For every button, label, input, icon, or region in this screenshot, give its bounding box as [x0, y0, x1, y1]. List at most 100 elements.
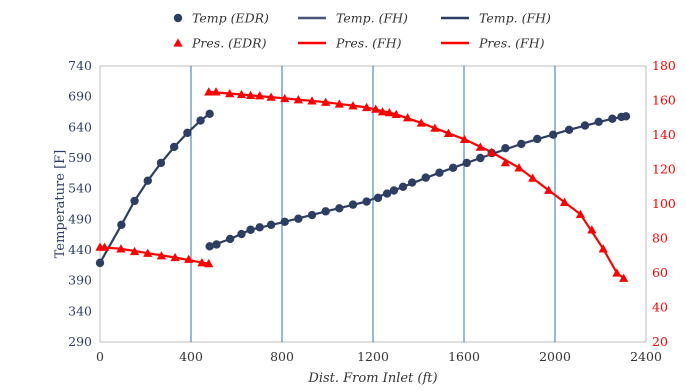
x-tick-label: 400 — [179, 349, 203, 364]
temp-edr-point — [307, 210, 317, 220]
pres-edr-point — [236, 89, 247, 99]
grid-layer — [99, 65, 647, 343]
y-tick-label: 690 — [68, 89, 92, 104]
legend-label: Pres. (EDR) — [191, 36, 267, 51]
x-tick-label: 1200 — [357, 349, 389, 364]
temp-edr-point — [246, 225, 255, 234]
temp-edr-point — [580, 121, 590, 130]
temp-edr-point — [95, 258, 105, 268]
x-tick-label: 0 — [96, 349, 104, 364]
pres-edr-point — [377, 107, 388, 116]
pres-edr-point — [475, 142, 485, 151]
y-tick-label: 340 — [68, 303, 92, 318]
pres-edr-point — [266, 92, 276, 101]
y2-tick-label: 100 — [652, 196, 676, 211]
temp-edr-point — [533, 134, 542, 144]
pres-edr-point — [416, 118, 426, 127]
pres-edr-point — [211, 87, 221, 96]
temp-edr-point — [212, 240, 221, 249]
pres-edr-point — [575, 209, 586, 219]
legend-label: Pres. (FH) — [335, 36, 402, 51]
pres-edr-point — [402, 113, 413, 122]
pres-edr-point — [430, 123, 440, 132]
x-axis-title: Dist. From Inlet (ft) — [307, 371, 437, 386]
temp-edr-point — [373, 193, 383, 203]
y-axis-title: Temperature [F] — [53, 150, 68, 258]
temp-edr-point — [196, 116, 205, 125]
pres-edr-point — [129, 246, 140, 256]
pres-edr-point — [116, 244, 126, 253]
temp-edr-point — [501, 143, 510, 153]
legend-label: Temp. (FH) — [336, 11, 408, 26]
temp-edr-point — [362, 197, 371, 206]
temp-edr-point — [130, 196, 139, 206]
temp-edr-point — [117, 220, 126, 230]
temp-edr-point — [205, 109, 214, 119]
pres-edr-point — [612, 268, 622, 277]
y-tick-label: 440 — [68, 242, 92, 257]
y2-tick-label: 40 — [652, 300, 668, 315]
pres-edr-point — [321, 97, 331, 106]
x-tick-label: 1600 — [448, 349, 480, 364]
y-tick-label: 740 — [68, 58, 92, 73]
pres-edr-point — [307, 96, 317, 105]
y-tick-label: 590 — [68, 150, 92, 165]
pres-edr-point — [204, 87, 214, 96]
temp-edr-point — [594, 117, 603, 127]
pres-edr-point — [459, 134, 470, 143]
y2-tick-label: 180 — [652, 58, 676, 73]
pres-edr-point — [334, 99, 344, 108]
y2-tick-label: 120 — [652, 162, 676, 177]
temp-edr-point — [266, 220, 276, 230]
pres-edr-point — [197, 258, 207, 267]
temp-edr-point — [255, 223, 264, 232]
pres-edr-point — [348, 101, 358, 110]
pres-edr-point — [500, 158, 511, 167]
legend: Temp (EDR) Temp. (FH) Temp. (FH) Pres. (EDR… — [173, 11, 551, 51]
y-tick-label: 640 — [68, 119, 92, 134]
pres-edr-point — [544, 185, 554, 194]
pres-edr-point — [587, 225, 597, 234]
pres-edr-point — [204, 258, 214, 268]
temp-edr-point — [280, 217, 289, 226]
temp-edr-point — [448, 163, 458, 173]
legend-label: Pres. (FH) — [478, 36, 545, 51]
temp-edr-point — [389, 186, 399, 195]
series-line-pres-fh — [99, 246, 209, 265]
y-tick-label: 540 — [68, 181, 92, 196]
pres-edr-point — [184, 254, 194, 263]
temp-edr-point — [294, 214, 303, 223]
y-tick-label: 490 — [68, 211, 92, 226]
pres-edr-point — [598, 244, 608, 253]
axes-layer: 0 400 800 1200 1600 2000 2400 290 340 390 440 490 54… — [68, 58, 676, 364]
temp-edr-point — [548, 130, 558, 139]
temp-edr-point — [517, 139, 526, 149]
temp-edr-point — [421, 173, 430, 182]
y2-tick-label: 20 — [652, 334, 668, 349]
series-line-temp-fh — [99, 112, 211, 264]
temp-edr-point — [382, 189, 392, 198]
temp-edr-point — [335, 204, 344, 213]
temp-edr-point — [621, 112, 631, 121]
temp-edr-point — [205, 242, 214, 251]
y2-tick-label: 60 — [652, 265, 668, 280]
pres-edr-point — [293, 95, 303, 104]
pres-edr-point — [143, 248, 153, 257]
pres-edr-point — [371, 104, 381, 113]
pres-edr-point — [487, 147, 497, 156]
legend-label: Temp. (FH) — [479, 11, 551, 26]
pres-edr-point — [255, 91, 265, 100]
temp-edr-point — [169, 142, 179, 152]
temp-edr-point — [608, 114, 617, 123]
pres-edr-point — [170, 252, 180, 262]
pres-edr-point — [225, 89, 235, 98]
pres-edr-point — [559, 197, 570, 206]
temp-edr-point — [237, 229, 246, 239]
temp-edr-point — [321, 207, 330, 216]
temp-edr-point — [462, 158, 471, 168]
temp-edr-point — [156, 158, 166, 168]
temp-edr-point — [564, 125, 574, 134]
y2-tick-label: 140 — [652, 127, 676, 142]
